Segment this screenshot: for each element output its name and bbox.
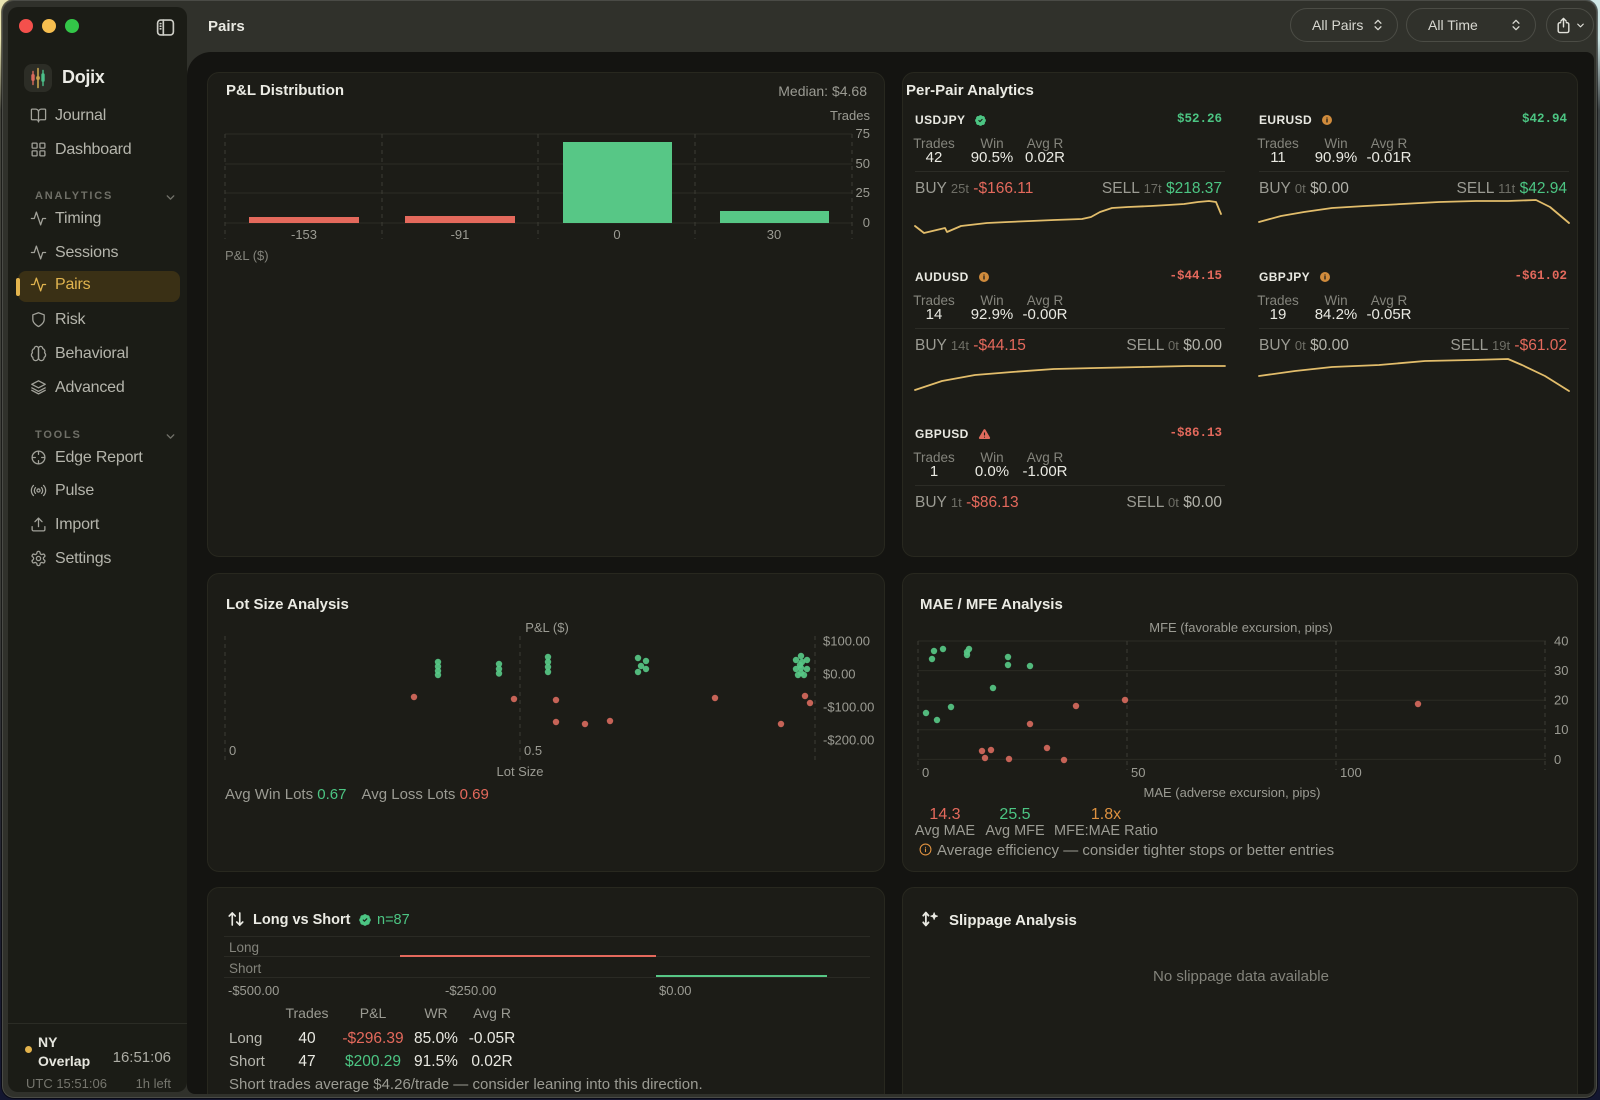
svg-text:75: 75 — [856, 126, 870, 141]
svg-text:0.5: 0.5 — [524, 743, 542, 758]
svg-text:0: 0 — [229, 743, 236, 758]
svg-text:-153: -153 — [291, 227, 317, 242]
svg-text:-$100.00: -$100.00 — [823, 700, 874, 715]
svg-text:0: 0 — [863, 215, 870, 230]
svg-text:25: 25 — [856, 185, 870, 200]
svg-text:30: 30 — [1554, 663, 1568, 678]
svg-text:100: 100 — [1340, 765, 1362, 780]
svg-text:0: 0 — [922, 765, 929, 780]
svg-text:$0.00: $0.00 — [823, 667, 856, 682]
svg-text:30: 30 — [767, 227, 781, 242]
svg-text:40: 40 — [1554, 634, 1568, 649]
svg-text:Trades: Trades — [830, 108, 870, 123]
svg-text:50: 50 — [1131, 765, 1145, 780]
svg-text:P&L ($): P&L ($) — [225, 248, 269, 263]
svg-text:-91: -91 — [451, 227, 470, 242]
svg-text:10: 10 — [1554, 722, 1568, 737]
svg-text:$100.00: $100.00 — [823, 634, 870, 649]
svg-text:0: 0 — [1554, 752, 1561, 767]
svg-text:20: 20 — [1554, 693, 1568, 708]
svg-text:0: 0 — [613, 227, 620, 242]
svg-text:50: 50 — [856, 156, 870, 171]
svg-text:-$200.00: -$200.00 — [823, 733, 874, 748]
